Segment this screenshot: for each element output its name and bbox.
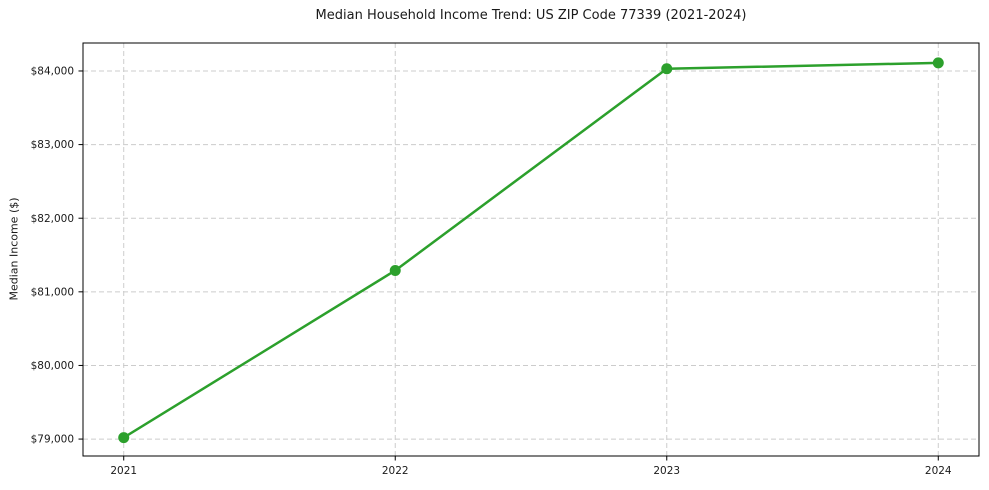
- data-point: [389, 264, 401, 276]
- y-tick-label: $80,000: [31, 360, 74, 372]
- y-axis-label: Median Income ($): [7, 197, 21, 301]
- x-tick-label: 2022: [382, 465, 409, 477]
- y-tick-label: $84,000: [31, 66, 74, 78]
- y-tick-label: $81,000: [31, 286, 74, 298]
- data-point: [661, 63, 673, 75]
- chart-title: Median Household Income Trend: US ZIP Co…: [315, 8, 747, 23]
- y-tick-label: $79,000: [31, 434, 74, 446]
- x-tick-label: 2024: [925, 465, 952, 477]
- x-tick-label: 2023: [653, 465, 680, 477]
- plot-border: [82, 42, 980, 457]
- data-point: [932, 57, 944, 69]
- trend-line: [122, 61, 940, 439]
- y-tick-label: $83,000: [31, 139, 74, 151]
- y-tick-label: $82,000: [31, 213, 74, 225]
- data-point: [118, 432, 130, 444]
- x-tick-label: 2021: [110, 465, 137, 477]
